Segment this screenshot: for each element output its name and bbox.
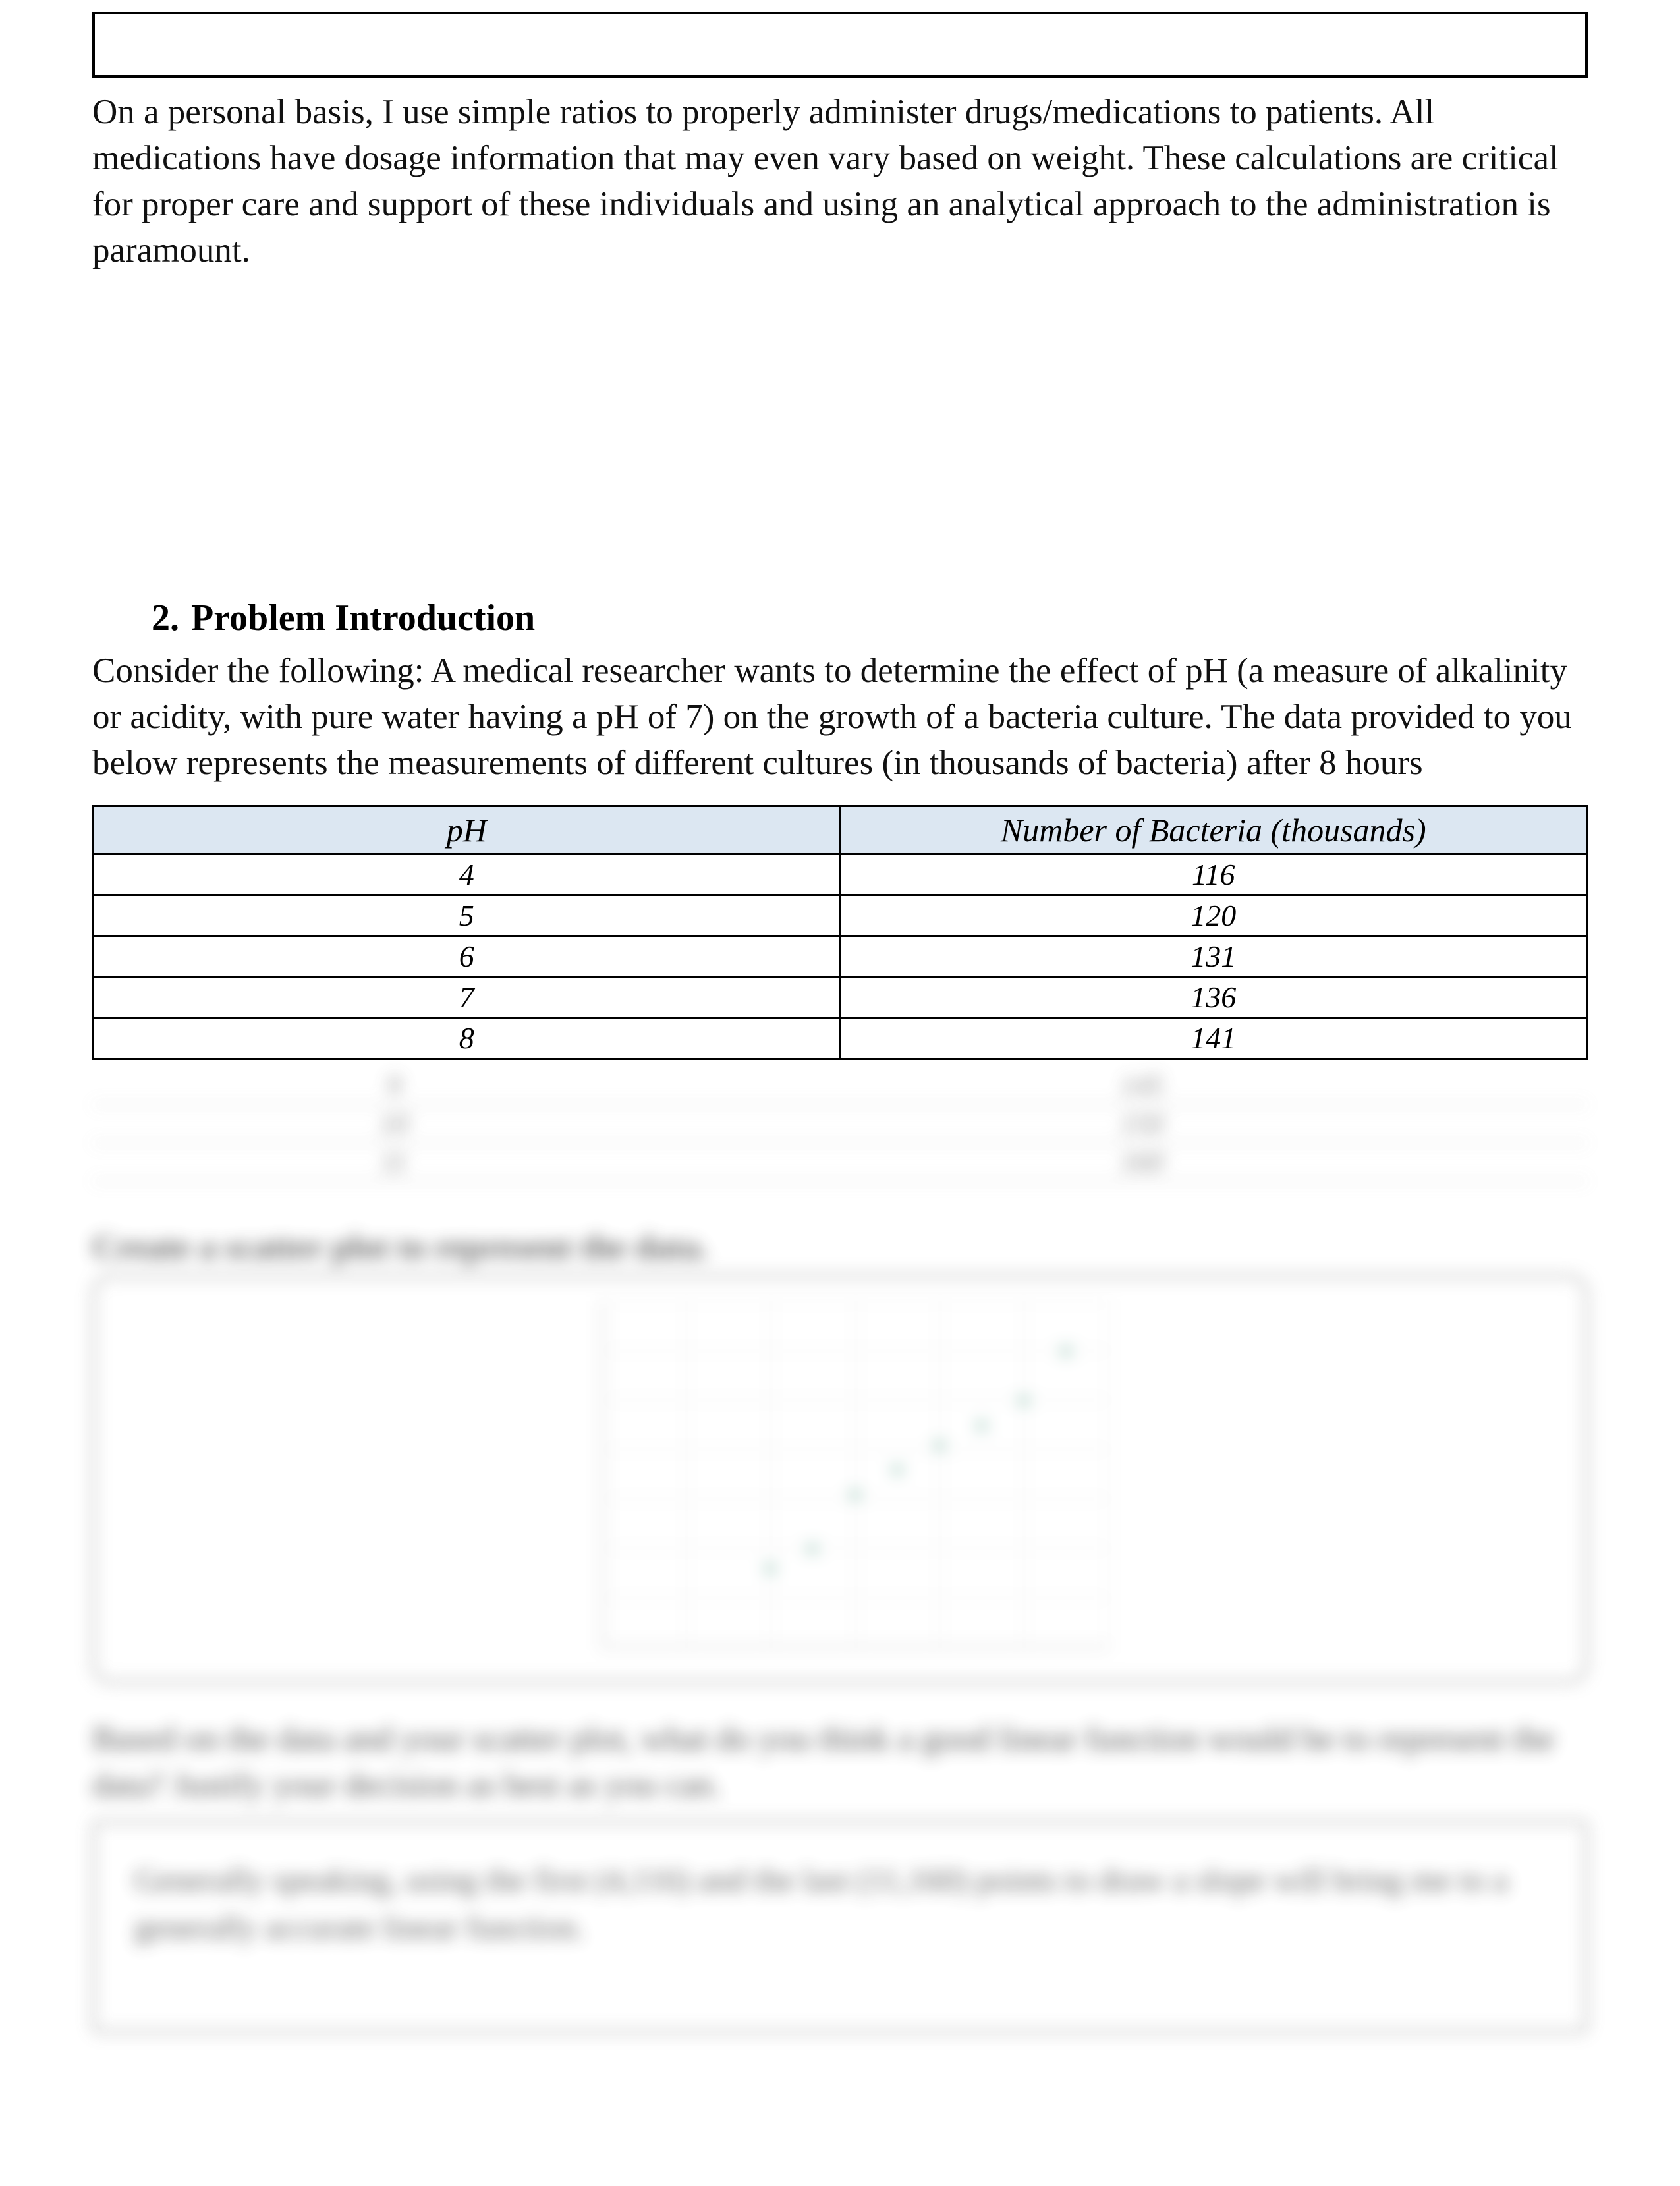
scatter-chart xyxy=(602,1301,1108,1648)
col-header-ph: pH xyxy=(94,806,841,854)
table-row: 6 131 xyxy=(94,936,1587,977)
follow-up-question: Based on the data and your scatter plot,… xyxy=(92,1716,1588,1808)
cell-val: 120 xyxy=(840,895,1587,936)
cell-ph: 8 xyxy=(94,1018,841,1059)
ph-bacteria-table: pH Number of Bacteria (thousands) 4 116 … xyxy=(92,805,1588,1060)
cell-ph: 10 xyxy=(92,1105,696,1143)
table-row: 11 160 xyxy=(92,1143,1588,1181)
table-row: 8 141 xyxy=(94,1018,1587,1059)
cell-val: 150 xyxy=(696,1105,1588,1143)
cell-val: 136 xyxy=(840,977,1587,1018)
table-row: 5 120 xyxy=(94,895,1587,936)
vertical-spacer xyxy=(92,281,1588,597)
scatter-point xyxy=(808,1545,816,1553)
blurred-extra-rows: 9 145 10 150 11 160 xyxy=(92,1067,1588,1182)
cell-val: 160 xyxy=(696,1143,1588,1181)
section-heading: 2. Problem Introduction xyxy=(152,597,1588,639)
cell-val: 131 xyxy=(840,936,1587,977)
empty-answer-box xyxy=(92,12,1588,78)
problem-paragraph: Consider the following: A medical resear… xyxy=(92,648,1588,787)
cell-val: 116 xyxy=(840,854,1587,895)
cell-ph: 7 xyxy=(94,977,841,1018)
cell-val: 145 xyxy=(696,1067,1588,1105)
section-title: Problem Introduction xyxy=(191,597,535,639)
cell-val: 141 xyxy=(840,1018,1587,1059)
cell-ph: 4 xyxy=(94,854,841,895)
scatter-point xyxy=(851,1491,859,1499)
scatter-point xyxy=(766,1565,774,1573)
table-header-row: pH Number of Bacteria (thousands) xyxy=(94,806,1587,854)
table-row: 9 145 xyxy=(92,1067,1588,1105)
scatter-point xyxy=(978,1422,986,1430)
cell-ph: 6 xyxy=(94,936,841,977)
cell-ph: 9 xyxy=(92,1067,696,1105)
table-row: 10 150 xyxy=(92,1105,1588,1143)
scatter-point xyxy=(893,1466,901,1474)
scatter-chart-box xyxy=(92,1275,1588,1683)
scatter-point xyxy=(1062,1347,1070,1355)
table-body: 4 116 5 120 6 131 7 136 8 141 xyxy=(94,854,1587,1059)
cell-ph: 5 xyxy=(94,895,841,936)
scatter-prompt: Create a scatter plot to represent the d… xyxy=(92,1228,1588,1267)
table-row: 4 116 xyxy=(94,854,1587,895)
blurred-preview-region: 9 145 10 150 11 160 Create a scatter plo… xyxy=(92,1067,1588,2033)
answer-box: Generally speaking, using the first (4,1… xyxy=(92,1820,1588,2033)
table-row: 7 136 xyxy=(94,977,1587,1018)
intro-paragraph: On a personal basis, I use simple ratios… xyxy=(92,90,1588,274)
scatter-point xyxy=(936,1442,943,1449)
scatter-point xyxy=(1020,1397,1028,1405)
answer-text: Generally speaking, using the first (4,1… xyxy=(134,1861,1508,1946)
section-number: 2. xyxy=(152,597,179,639)
col-header-bacteria: Number of Bacteria (thousands) xyxy=(840,806,1587,854)
cell-ph: 11 xyxy=(92,1143,696,1181)
